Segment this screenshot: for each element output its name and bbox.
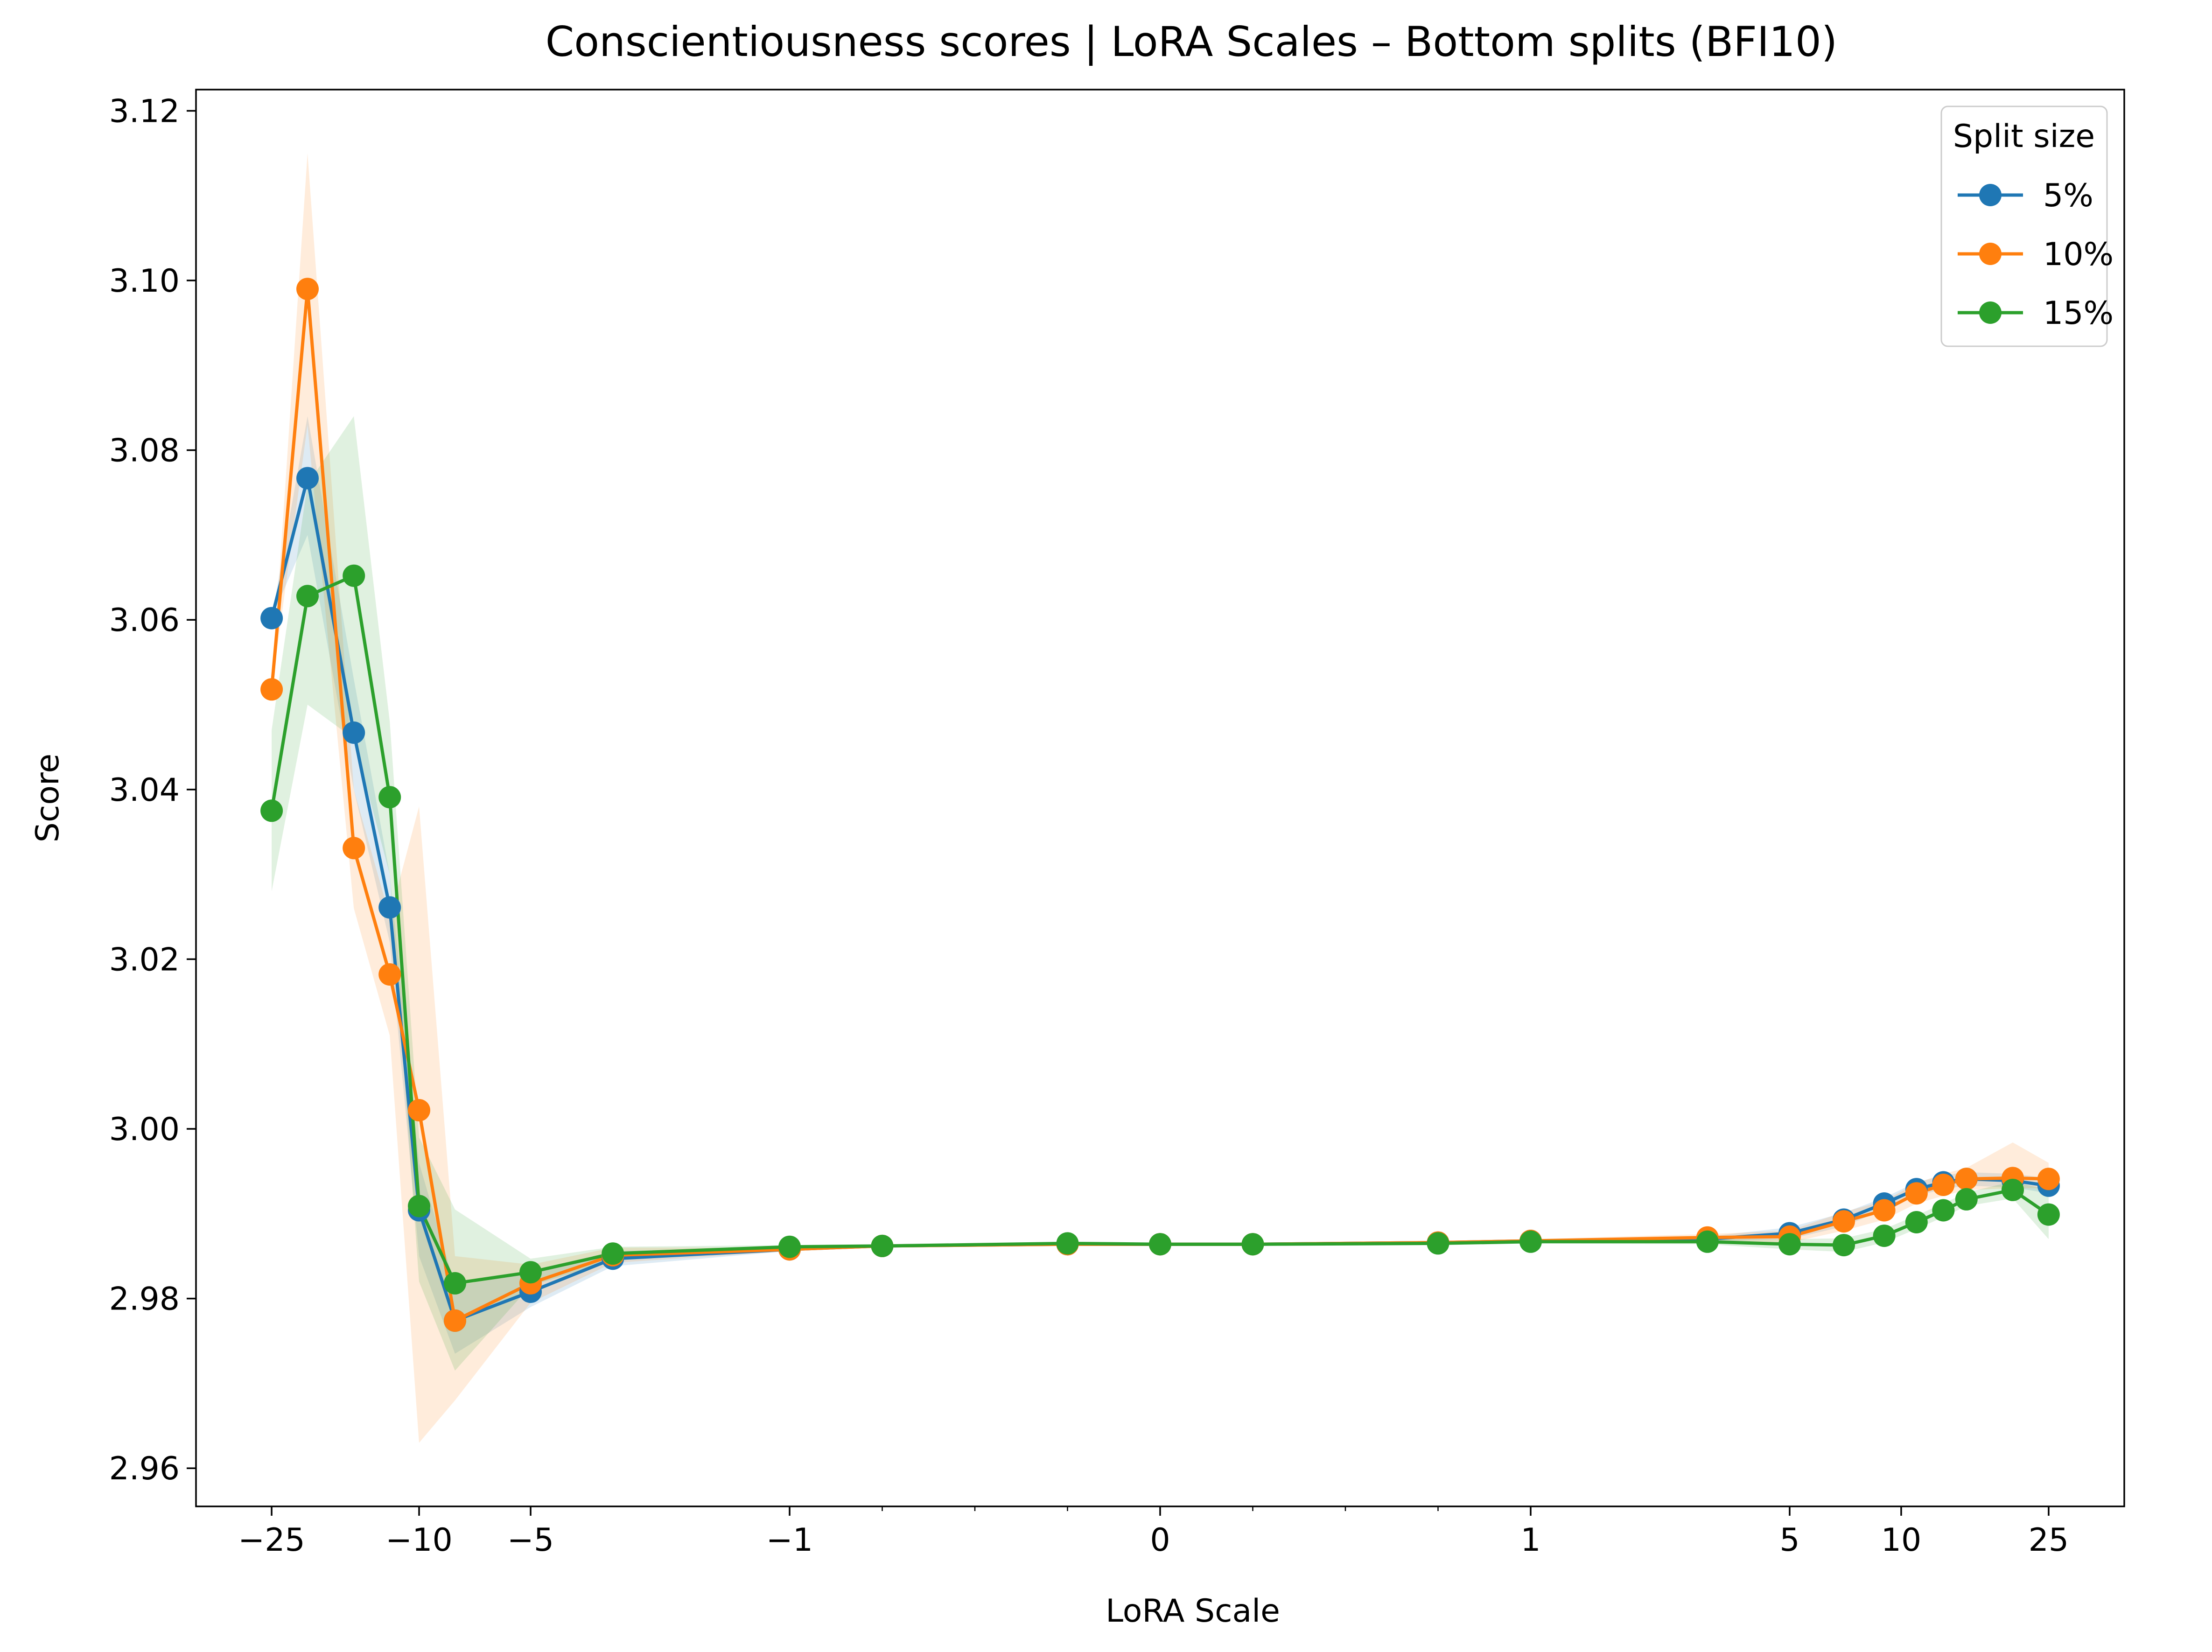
- x-tick-label: 10: [1881, 1522, 1922, 1559]
- data-point: [1149, 1233, 1171, 1256]
- data-point: [1873, 1225, 1896, 1247]
- legend-label: 10%: [2043, 236, 2114, 273]
- data-point: [343, 721, 365, 744]
- y-tick-label: 3.06: [109, 602, 180, 639]
- legend: Split size 5% 10% 15%: [1940, 105, 2114, 347]
- data-point: [444, 1272, 466, 1295]
- y-tick-label: 2.96: [109, 1450, 180, 1487]
- x-tick-label: −25: [238, 1522, 305, 1559]
- data-point: [1778, 1233, 1801, 1256]
- legend-label: 15%: [2043, 295, 2114, 332]
- data-point: [408, 1099, 430, 1121]
- data-point: [378, 786, 401, 809]
- data-point: [378, 896, 401, 919]
- x-tick-label: −10: [385, 1522, 453, 1559]
- data-point: [1519, 1230, 1542, 1253]
- legend-title: Split size: [1953, 118, 2095, 155]
- data-point: [408, 1195, 430, 1218]
- data-point: [296, 467, 319, 490]
- data-point: [1932, 1174, 1955, 1196]
- y-tick-label: 3.08: [109, 433, 180, 469]
- data-point: [296, 278, 319, 301]
- data-point: [1241, 1233, 1264, 1256]
- legend-swatch-marker: [1979, 184, 2002, 206]
- x-tick-label: −5: [507, 1522, 554, 1559]
- y-tick-label: 3.10: [109, 263, 180, 300]
- data-point: [1932, 1199, 1955, 1222]
- y-tick-label: 2.98: [109, 1281, 180, 1318]
- data-point: [2002, 1178, 2024, 1201]
- x-tick-label: 5: [1779, 1522, 1799, 1559]
- data-point: [378, 963, 401, 986]
- data-point: [1427, 1232, 1449, 1255]
- y-tick-label: 3.00: [109, 1111, 180, 1148]
- data-point: [260, 799, 283, 822]
- data-point: [1056, 1232, 1079, 1255]
- data-point: [260, 678, 283, 701]
- data-point: [778, 1235, 801, 1258]
- x-tick-label: 0: [1150, 1522, 1170, 1559]
- y-axis-label: Score: [29, 754, 66, 842]
- x-tick-label: 25: [2029, 1522, 2069, 1559]
- data-point: [1955, 1188, 1978, 1211]
- y-tick-label: 3.04: [109, 772, 180, 809]
- data-point: [1873, 1199, 1896, 1222]
- y-tick-label: 3.12: [109, 93, 180, 130]
- data-point: [871, 1234, 894, 1257]
- data-point: [343, 837, 365, 860]
- data-point: [296, 585, 319, 608]
- data-point: [343, 564, 365, 587]
- y-tick-label: 3.02: [109, 941, 180, 978]
- data-point: [602, 1242, 624, 1265]
- x-tick-label: 1: [1520, 1522, 1540, 1559]
- data-point: [1696, 1230, 1719, 1253]
- data-point: [1833, 1210, 1855, 1233]
- legend-swatch-marker: [1979, 243, 2002, 265]
- series-points: [260, 278, 2060, 1332]
- legend-box: [1940, 105, 2108, 347]
- x-axis-label: LoRA Scale: [1106, 1593, 1280, 1630]
- data-point: [1955, 1168, 1978, 1190]
- data-point: [1905, 1211, 1928, 1233]
- data-point: [1905, 1182, 1928, 1205]
- data-point: [519, 1261, 542, 1284]
- legend-swatch-marker: [1979, 301, 2002, 324]
- data-point: [2037, 1168, 2060, 1190]
- legend-label: 5%: [2043, 177, 2093, 214]
- x-tick-label: −1: [766, 1522, 813, 1559]
- data-point: [444, 1309, 466, 1332]
- data-point: [2037, 1203, 2060, 1226]
- data-point: [260, 607, 283, 630]
- y-axis: 2.96 2.98 3.00 3.02 3.04 3.06 3.08 3.10 3.12: [109, 93, 196, 1487]
- chart-title: Conscientiousness scores | LoRA Scales –…: [546, 18, 1837, 66]
- x-axis: −25 −10 −5 −1 0 1 5 10 25: [238, 1506, 2069, 1559]
- data-point: [1833, 1234, 1855, 1257]
